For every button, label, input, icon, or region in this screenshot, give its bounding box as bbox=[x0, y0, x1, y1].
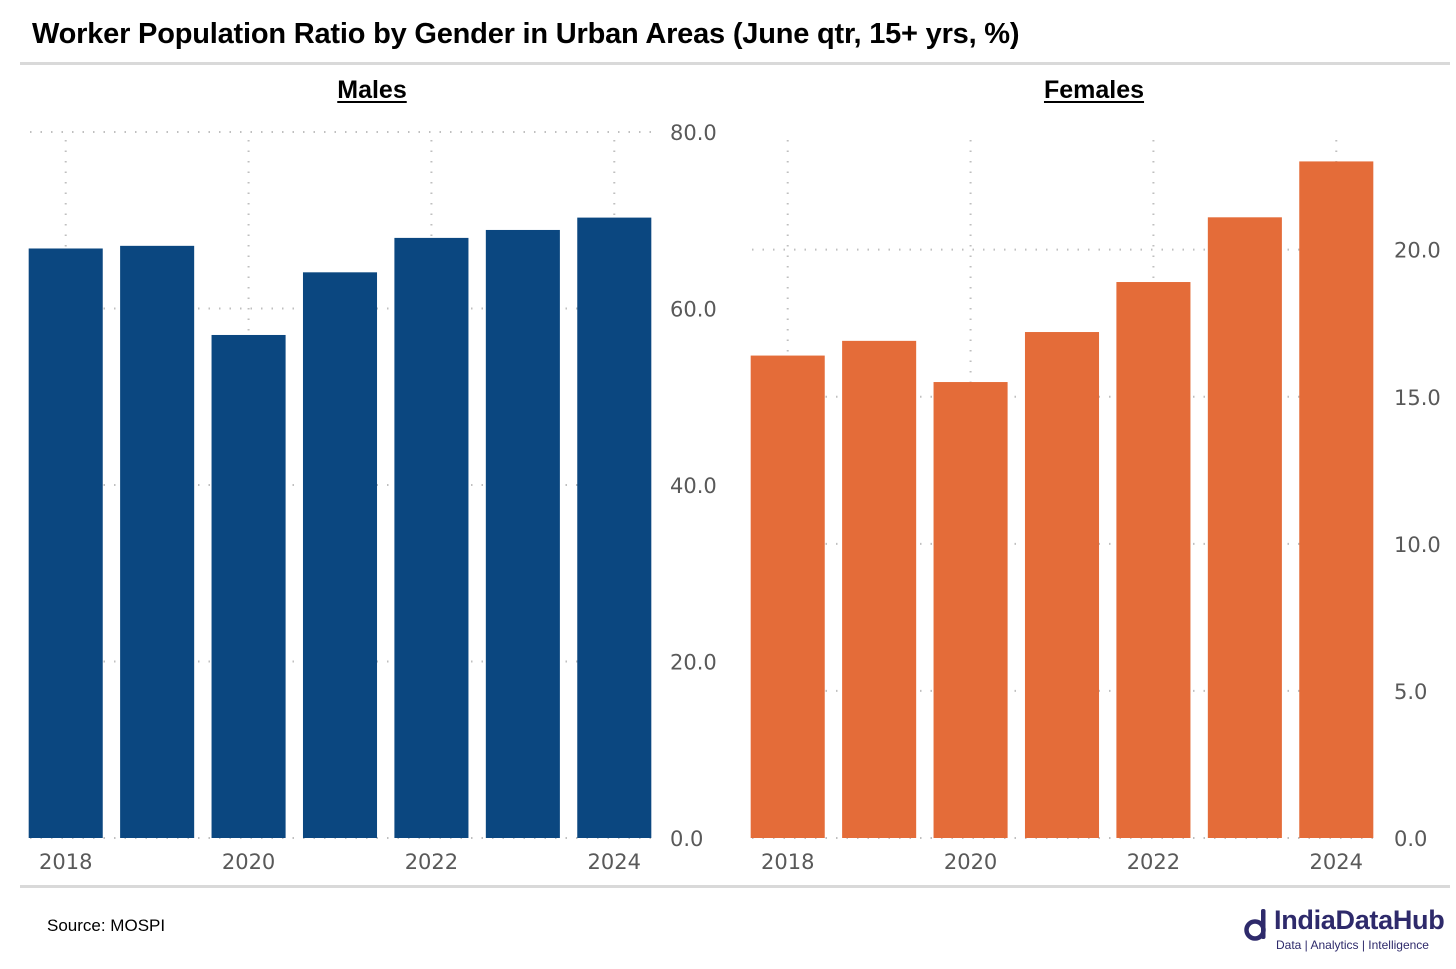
bar-2023 bbox=[1207, 217, 1282, 838]
x-tick-label: 2018 bbox=[39, 850, 92, 874]
x-tick-label: 2024 bbox=[1310, 850, 1363, 874]
x-tick-label: 2020 bbox=[222, 850, 275, 874]
bar-2022 bbox=[394, 237, 469, 838]
brand-tagline: Data | Analytics | Intelligence bbox=[1276, 938, 1429, 952]
brand-logo-icon bbox=[1244, 909, 1266, 941]
x-tick-label: 2022 bbox=[405, 850, 458, 874]
panel-title-females: Females bbox=[1043, 76, 1145, 104]
panel-title-males: Males bbox=[337, 76, 407, 104]
x-tick-label: 2024 bbox=[588, 850, 641, 874]
source-note: Source: MOSPI bbox=[47, 916, 166, 935]
top-divider bbox=[20, 62, 1450, 65]
y-tick-label: 20.0 bbox=[1394, 239, 1441, 263]
x-tick-label: 2022 bbox=[1127, 850, 1180, 874]
y-tick-label: 80.0 bbox=[670, 121, 717, 145]
y-tick-label: 5.0 bbox=[1394, 680, 1427, 704]
females-chart: 0.0 5.0 10.0 15.0 20.0 2018 2020 2022 2024 bbox=[750, 140, 1441, 874]
males-chart: 0.0 20.0 40.0 60.0 80.0 2018 2020 2022 2024 bbox=[28, 121, 717, 874]
brand-name: IndiaDataHub bbox=[1274, 905, 1445, 935]
y-tick-label: 0.0 bbox=[670, 827, 703, 851]
y-tick-label: 20.0 bbox=[670, 651, 717, 675]
y-tick-label: 0.0 bbox=[1394, 827, 1427, 851]
bottom-divider bbox=[20, 885, 1450, 888]
x-tick-label: 2020 bbox=[944, 850, 997, 874]
bar-2024 bbox=[577, 217, 652, 839]
bar-2019 bbox=[120, 245, 195, 838]
chart-title: Worker Population Ratio by Gender in Urb… bbox=[32, 18, 1020, 50]
bar-2020 bbox=[211, 334, 286, 838]
bar-2024 bbox=[1299, 161, 1374, 838]
y-tick-label: 40.0 bbox=[670, 474, 717, 498]
bar-2021 bbox=[302, 272, 378, 838]
y-tick-label: 15.0 bbox=[1394, 386, 1441, 410]
bar-2022 bbox=[1116, 282, 1191, 838]
bar-2021 bbox=[1024, 332, 1100, 838]
bar-2018 bbox=[28, 248, 103, 839]
bar-2019 bbox=[842, 340, 917, 838]
brand-logo: IndiaDataHub Data | Analytics | Intellig… bbox=[1240, 905, 1450, 955]
y-tick-label: 60.0 bbox=[670, 298, 717, 322]
y-tick-label: 10.0 bbox=[1394, 533, 1441, 557]
bar-2018 bbox=[750, 355, 825, 838]
x-tick-label: 2018 bbox=[761, 850, 814, 874]
bar-2023 bbox=[485, 229, 560, 838]
bar-2020 bbox=[933, 382, 1008, 838]
